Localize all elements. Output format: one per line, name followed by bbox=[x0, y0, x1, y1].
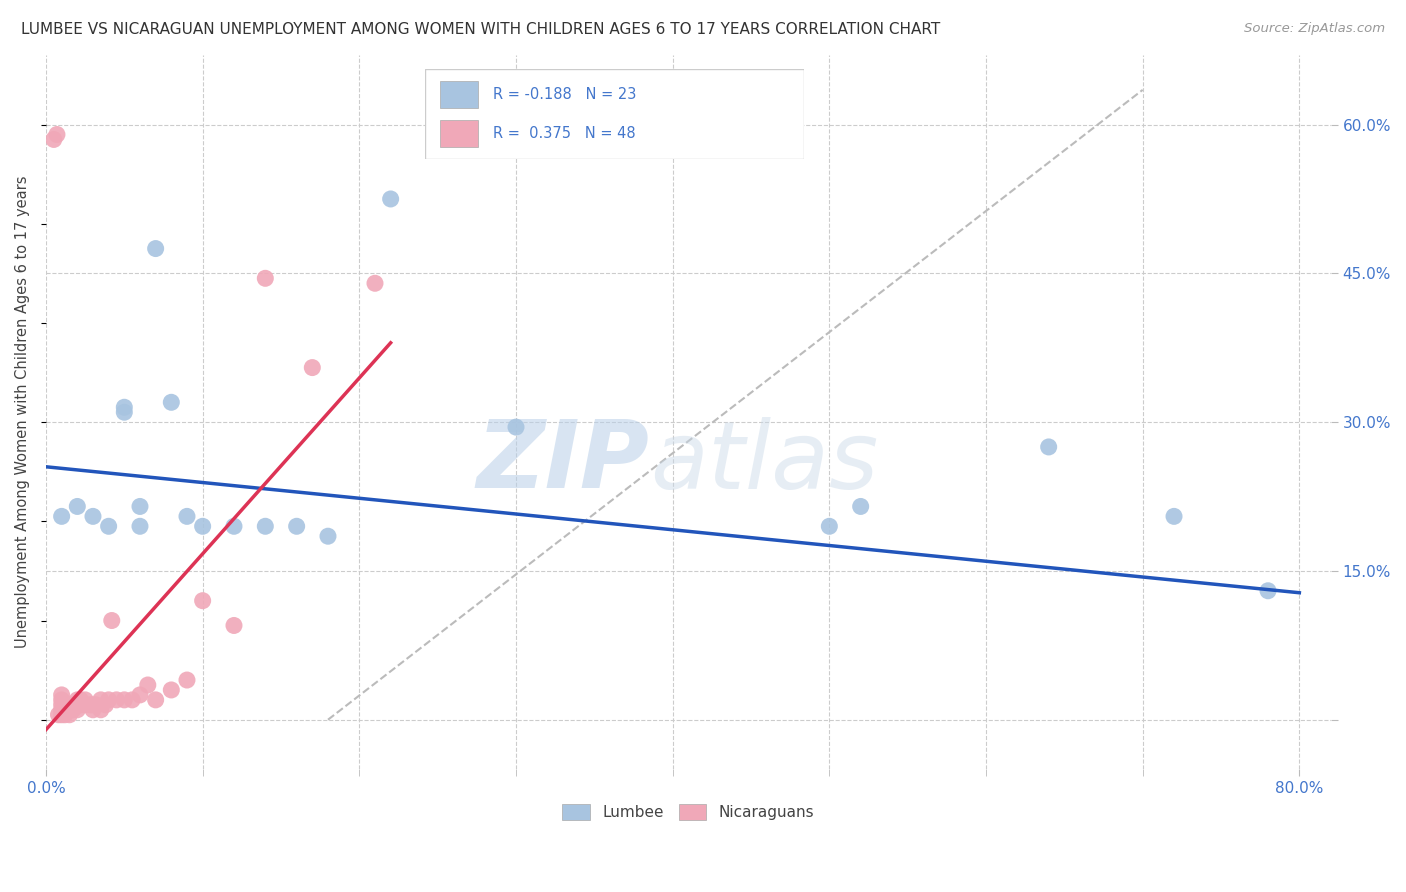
Text: atlas: atlas bbox=[650, 417, 877, 508]
Point bbox=[254, 519, 277, 533]
Point bbox=[66, 703, 89, 717]
Point bbox=[316, 529, 339, 543]
Point bbox=[145, 693, 167, 707]
Point bbox=[62, 703, 84, 717]
Point bbox=[75, 693, 97, 707]
Point bbox=[112, 405, 135, 419]
Point bbox=[112, 401, 135, 415]
Point bbox=[160, 682, 183, 697]
Point bbox=[63, 698, 86, 712]
Point bbox=[222, 519, 245, 533]
Point bbox=[121, 693, 143, 707]
Y-axis label: Unemployment Among Women with Children Ages 6 to 17 years: Unemployment Among Women with Children A… bbox=[15, 176, 30, 648]
Point bbox=[1038, 440, 1060, 454]
Point bbox=[1163, 509, 1185, 524]
Point bbox=[129, 688, 152, 702]
Point bbox=[849, 500, 872, 514]
Point bbox=[51, 509, 73, 524]
Point bbox=[82, 698, 104, 712]
Point bbox=[75, 698, 97, 712]
Point bbox=[60, 703, 83, 717]
Point bbox=[42, 132, 65, 146]
Point bbox=[222, 618, 245, 632]
Point bbox=[53, 707, 76, 722]
Point bbox=[51, 688, 73, 702]
Point bbox=[69, 693, 91, 707]
Text: Source: ZipAtlas.com: Source: ZipAtlas.com bbox=[1244, 22, 1385, 36]
Point bbox=[48, 707, 70, 722]
Text: ZIP: ZIP bbox=[477, 417, 650, 508]
Point bbox=[45, 128, 67, 142]
Point bbox=[58, 703, 80, 717]
Point bbox=[105, 693, 128, 707]
Point bbox=[129, 519, 152, 533]
Point bbox=[51, 703, 73, 717]
Point bbox=[112, 693, 135, 707]
Point bbox=[82, 703, 104, 717]
Point bbox=[58, 698, 80, 712]
Point bbox=[58, 707, 80, 722]
Point bbox=[53, 703, 76, 717]
Point bbox=[285, 519, 308, 533]
Point bbox=[100, 614, 122, 628]
Point bbox=[66, 693, 89, 707]
Point bbox=[254, 271, 277, 285]
Point bbox=[191, 519, 214, 533]
Point bbox=[69, 698, 91, 712]
Point bbox=[66, 698, 89, 712]
Point bbox=[55, 703, 77, 717]
Point bbox=[160, 395, 183, 409]
Text: LUMBEE VS NICARAGUAN UNEMPLOYMENT AMONG WOMEN WITH CHILDREN AGES 6 TO 17 YEARS C: LUMBEE VS NICARAGUAN UNEMPLOYMENT AMONG … bbox=[21, 22, 941, 37]
Point bbox=[191, 593, 214, 607]
Point bbox=[90, 693, 112, 707]
Point bbox=[176, 673, 198, 687]
Point bbox=[82, 509, 104, 524]
Point bbox=[129, 500, 152, 514]
Point bbox=[56, 703, 79, 717]
Point bbox=[818, 519, 841, 533]
Point bbox=[51, 698, 73, 712]
Point bbox=[301, 360, 323, 375]
Point bbox=[364, 277, 387, 291]
Point bbox=[97, 519, 120, 533]
Point bbox=[145, 242, 167, 256]
Point bbox=[66, 500, 89, 514]
Point bbox=[51, 707, 73, 722]
Point bbox=[136, 678, 159, 692]
Point bbox=[1257, 583, 1279, 598]
Point bbox=[79, 698, 101, 712]
Point bbox=[84, 698, 107, 712]
Legend: Lumbee, Nicaraguans: Lumbee, Nicaraguans bbox=[557, 797, 820, 826]
Point bbox=[97, 693, 120, 707]
Point bbox=[51, 693, 73, 707]
Point bbox=[176, 509, 198, 524]
Point bbox=[94, 698, 117, 712]
Point bbox=[63, 701, 86, 715]
Point bbox=[90, 703, 112, 717]
Point bbox=[380, 192, 402, 206]
Point bbox=[505, 420, 527, 434]
